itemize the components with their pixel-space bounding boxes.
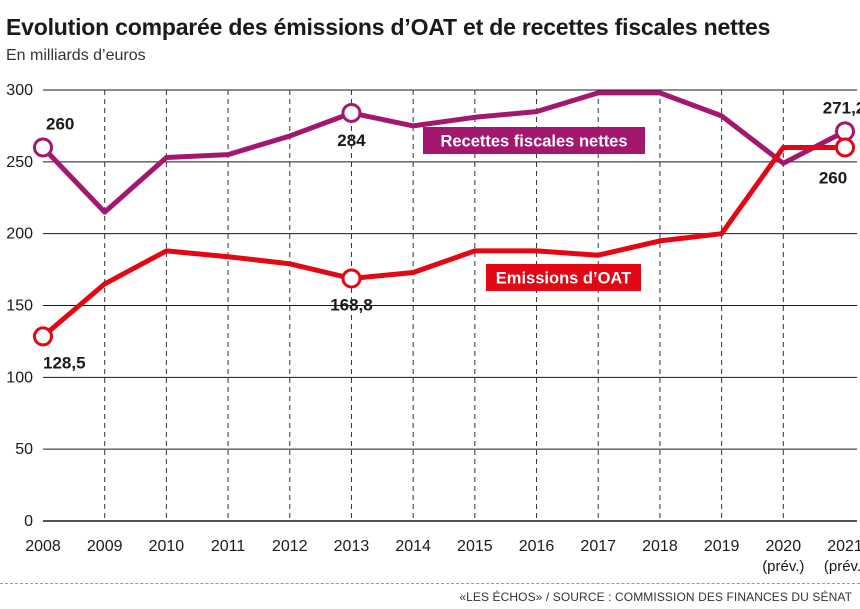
data-point-emissions-2013 — [341, 268, 362, 289]
data-label: 260 — [819, 168, 847, 187]
legend-label: Recettes fiscales nettes — [440, 133, 627, 151]
y-tick-label: 150 — [6, 298, 33, 315]
x-tick-label: 2021 — [827, 538, 860, 555]
data-point-recettes-2008 — [33, 137, 53, 158]
legend-box-recettes — [423, 127, 645, 154]
data-point-recettes-2013 — [341, 102, 362, 123]
x-tick-label: 2011 — [211, 538, 246, 555]
data-point-recettes-2021 — [835, 121, 855, 142]
x-tick-label: 2016 — [519, 538, 555, 555]
chart-subtitle: En milliards d’euros — [6, 47, 146, 64]
legend-label: Emissions d’OAT — [496, 270, 631, 288]
x-tick-label: 2020 — [766, 538, 802, 555]
data-label: 260 — [46, 114, 74, 133]
x-tick-note: (prév.) — [824, 558, 860, 575]
legend-box-emissions — [486, 264, 641, 291]
x-tick-label: 2015 — [457, 538, 493, 555]
y-tick-label: 300 — [6, 82, 33, 99]
x-tick-label: 2010 — [149, 538, 185, 555]
y-tick-label: 50 — [15, 441, 33, 458]
x-tick-label: 2017 — [580, 538, 616, 555]
data-point-emissions-2008 — [33, 326, 53, 347]
x-tick-note: (prév.) — [762, 558, 804, 575]
data-point-emissions-2021 — [835, 137, 855, 158]
series-line-recettes — [40, 90, 848, 215]
data-label: 128,5 — [43, 353, 86, 372]
x-tick-label: 2013 — [334, 538, 370, 555]
x-tick-label: 2008 — [25, 538, 61, 555]
x-tick-label: 2012 — [272, 538, 308, 555]
x-tick-label: 2009 — [87, 538, 123, 555]
data-label: 271,2 — [823, 98, 860, 117]
x-tick-label: 2014 — [395, 538, 431, 555]
y-tick-label: 250 — [6, 154, 33, 171]
footer-divider — [0, 583, 860, 584]
source-credit: «LES ÉCHOS» / SOURCE : COMMISSION DES FI… — [459, 590, 852, 604]
series-line-emissions — [40, 145, 848, 339]
chart-title: Evolution comparée des émissions d’OAT e… — [6, 14, 771, 40]
line-chart: 0 50 100 150 200 250 300 2008 2009 2010 2011 2012 20… — [6, 82, 860, 575]
x-tick-label: 2018 — [642, 538, 678, 555]
data-label: 168,8 — [330, 295, 373, 314]
y-tick-label: 0 — [24, 513, 33, 530]
y-tick-label: 100 — [6, 369, 33, 386]
y-tick-label: 200 — [6, 226, 33, 243]
x-tick-label: 2019 — [704, 538, 740, 555]
data-label: 284 — [337, 131, 366, 150]
